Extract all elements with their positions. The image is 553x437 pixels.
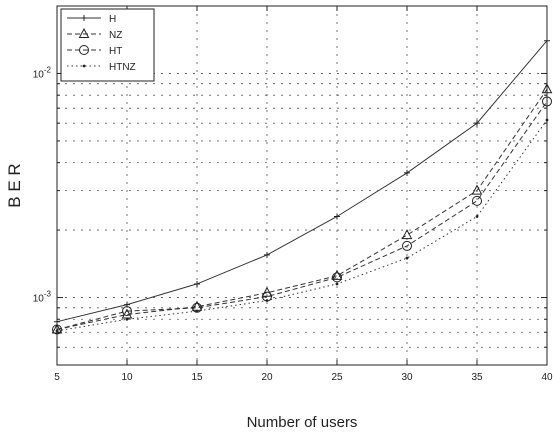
dot-marker [475, 215, 479, 218]
series-htnz [55, 118, 549, 333]
legend-label: HT [109, 46, 122, 57]
plus-marker [334, 213, 340, 220]
legend-label: HTNZ [109, 62, 136, 73]
triangle-marker [471, 184, 483, 195]
triangle-marker [78, 27, 90, 38]
legend-label: H [109, 14, 116, 25]
plus-marker [81, 15, 87, 21]
circle-marker [122, 306, 132, 317]
series-line [56, 119, 548, 332]
x-tick-label: 30 [401, 372, 413, 383]
circle-marker [402, 240, 412, 251]
legend-entry-htnz: HTNZ [67, 62, 136, 73]
circle-marker [79, 45, 89, 55]
series-line [56, 101, 548, 330]
triangle-marker [331, 269, 343, 280]
x-tick-label: 15 [191, 372, 203, 383]
plus-marker [264, 251, 270, 258]
dot-marker [335, 282, 339, 286]
plus-marker [194, 280, 200, 287]
series-line [56, 89, 548, 330]
tick-layer: 5 10 15 20 25 30 35 40 10-3 10-2 [33, 5, 553, 383]
x-tick-label: 20 [261, 372, 273, 383]
series-layer [51, 37, 553, 335]
legend-label: NZ [109, 30, 122, 41]
legend-entry-nz: NZ [67, 27, 122, 41]
legend-entry-ht: HT [67, 45, 122, 57]
dot-marker [405, 256, 409, 260]
x-tick-label: 5 [54, 372, 60, 383]
x-tick-label: 25 [331, 372, 343, 383]
x-tick-label: 40 [541, 372, 553, 383]
dot-marker [265, 299, 269, 302]
y-axis-label: B E R [5, 163, 24, 207]
dot-marker [195, 309, 199, 313]
dot-marker [82, 64, 86, 68]
plus-marker [404, 169, 410, 176]
circle-marker [332, 272, 342, 283]
y-tick-label: 10-2 [33, 65, 52, 80]
y-tick-label: 10-3 [33, 290, 52, 305]
x-tick-label: 35 [471, 372, 483, 383]
legend-entry-h: H [67, 14, 116, 25]
series-line [56, 40, 548, 323]
x-axis-label: Number of users [247, 414, 358, 431]
circle-marker [472, 195, 482, 206]
triangle-marker [401, 229, 413, 240]
dot-marker [125, 317, 129, 321]
legend-box [60, 8, 155, 82]
plus-marker [474, 120, 480, 127]
legend: H NZ HT HTNZ [60, 8, 155, 82]
triangle-marker [261, 286, 273, 297]
x-tick-label: 10 [121, 372, 133, 383]
plot-frame [56, 5, 548, 366]
